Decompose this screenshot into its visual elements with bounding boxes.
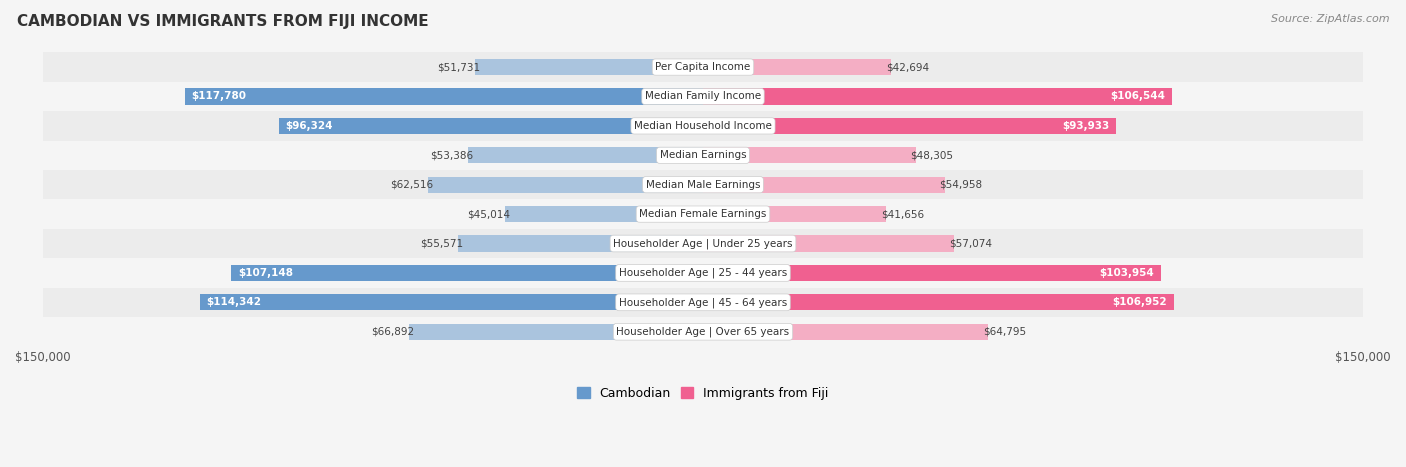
Bar <box>232 265 703 281</box>
Bar <box>458 235 703 252</box>
Bar <box>42 141 1364 170</box>
Text: Median Household Income: Median Household Income <box>634 121 772 131</box>
Bar <box>468 147 703 163</box>
Legend: Cambodian, Immigrants from Fiji: Cambodian, Immigrants from Fiji <box>572 382 834 405</box>
Text: $51,731: $51,731 <box>437 62 481 72</box>
Text: $106,544: $106,544 <box>1111 92 1166 101</box>
Bar <box>42 170 1364 199</box>
Text: $42,694: $42,694 <box>886 62 929 72</box>
Bar <box>703 206 886 222</box>
Bar <box>505 206 703 222</box>
Bar <box>703 235 955 252</box>
Text: Householder Age | 45 - 64 years: Householder Age | 45 - 64 years <box>619 297 787 308</box>
Bar <box>42 52 1364 82</box>
Text: Householder Age | 25 - 44 years: Householder Age | 25 - 44 years <box>619 268 787 278</box>
Text: $41,656: $41,656 <box>882 209 924 219</box>
Bar <box>703 59 891 75</box>
Text: $114,342: $114,342 <box>207 297 262 307</box>
Text: $62,516: $62,516 <box>389 180 433 190</box>
Text: Source: ZipAtlas.com: Source: ZipAtlas.com <box>1271 14 1389 24</box>
Text: Median Family Income: Median Family Income <box>645 92 761 101</box>
Text: $66,892: $66,892 <box>371 327 413 337</box>
Text: $48,305: $48,305 <box>910 150 953 160</box>
Bar <box>184 88 703 105</box>
Text: $64,795: $64,795 <box>983 327 1026 337</box>
Text: $57,074: $57,074 <box>949 239 991 248</box>
Bar <box>278 118 703 134</box>
Text: $54,958: $54,958 <box>939 180 983 190</box>
Bar <box>703 147 915 163</box>
Bar <box>42 317 1364 347</box>
Bar <box>42 82 1364 111</box>
Bar <box>42 288 1364 317</box>
Bar <box>703 265 1160 281</box>
Bar <box>42 199 1364 229</box>
Text: $117,780: $117,780 <box>191 92 246 101</box>
Text: Median Earnings: Median Earnings <box>659 150 747 160</box>
Text: $103,954: $103,954 <box>1099 268 1154 278</box>
Bar <box>703 324 988 340</box>
Text: $55,571: $55,571 <box>420 239 464 248</box>
Text: $107,148: $107,148 <box>238 268 292 278</box>
Text: $96,324: $96,324 <box>285 121 333 131</box>
Bar <box>42 111 1364 141</box>
Bar <box>427 177 703 193</box>
Text: CAMBODIAN VS IMMIGRANTS FROM FIJI INCOME: CAMBODIAN VS IMMIGRANTS FROM FIJI INCOME <box>17 14 429 29</box>
Bar <box>703 118 1116 134</box>
Text: Per Capita Income: Per Capita Income <box>655 62 751 72</box>
Bar <box>42 229 1364 258</box>
Bar <box>703 294 1174 311</box>
Bar <box>42 258 1364 288</box>
Bar <box>200 294 703 311</box>
Bar <box>475 59 703 75</box>
Bar <box>703 88 1173 105</box>
Text: Median Female Earnings: Median Female Earnings <box>640 209 766 219</box>
Bar <box>703 177 945 193</box>
Text: $53,386: $53,386 <box>430 150 474 160</box>
Text: $93,933: $93,933 <box>1063 121 1109 131</box>
Text: $106,952: $106,952 <box>1112 297 1167 307</box>
Bar <box>409 324 703 340</box>
Text: Householder Age | Over 65 years: Householder Age | Over 65 years <box>616 326 790 337</box>
Text: Householder Age | Under 25 years: Householder Age | Under 25 years <box>613 238 793 249</box>
Text: $45,014: $45,014 <box>467 209 510 219</box>
Text: Median Male Earnings: Median Male Earnings <box>645 180 761 190</box>
